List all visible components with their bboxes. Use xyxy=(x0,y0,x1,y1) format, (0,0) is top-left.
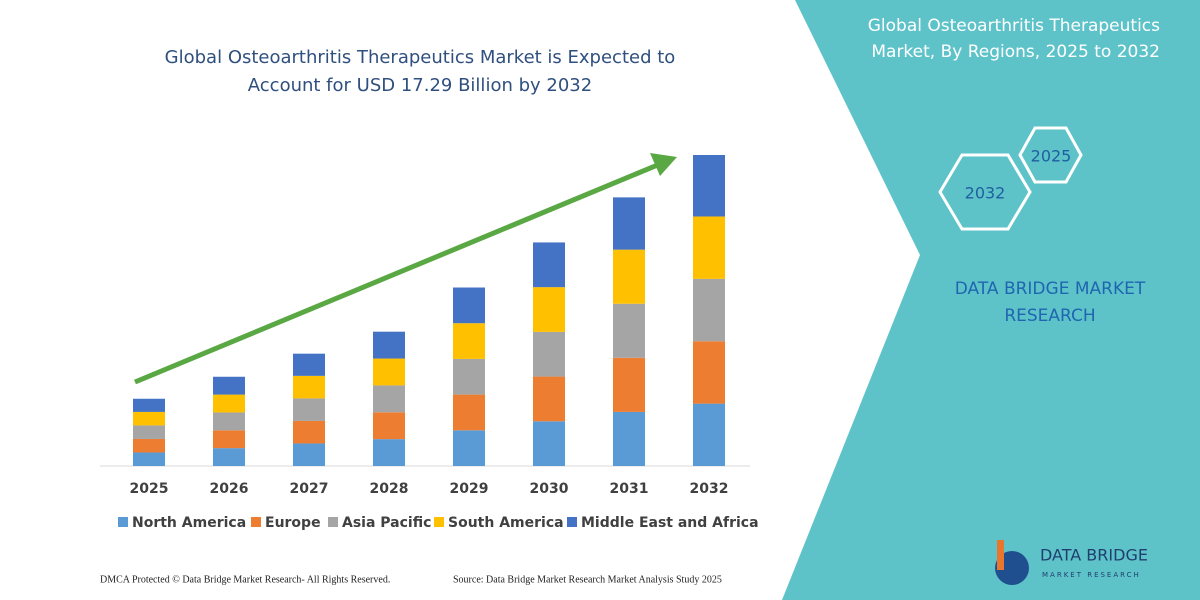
hex-label: 2025 xyxy=(1031,147,1072,166)
bar-segment xyxy=(693,403,725,466)
panel-title: Global Osteoarthritis Therapeutics xyxy=(868,16,1160,36)
bar-segment xyxy=(533,242,565,288)
bar-segment xyxy=(533,287,565,332)
x-tick-label: 2032 xyxy=(690,481,729,497)
bar-segment xyxy=(613,411,645,466)
legend-swatch xyxy=(251,517,261,527)
bar-segment xyxy=(613,197,645,250)
bar-segment xyxy=(453,287,485,324)
bar-segment xyxy=(213,394,245,413)
bar-segment xyxy=(213,376,245,395)
bar-segment xyxy=(373,412,405,440)
hex-label: 2032 xyxy=(965,184,1006,203)
bar-segment xyxy=(293,353,325,376)
x-tick-label: 2028 xyxy=(370,481,409,497)
bar-segment xyxy=(213,412,245,431)
bar-segment xyxy=(533,421,565,466)
legend-swatch xyxy=(567,517,577,527)
brand-text: DATA BRIDGE MARKET xyxy=(955,279,1146,299)
footer-text: Source: Data Bridge Market Research Mark… xyxy=(453,574,722,585)
bar-segment xyxy=(453,394,485,431)
bar-segment xyxy=(533,376,565,422)
trend-arrowhead xyxy=(650,153,677,176)
hexagon xyxy=(938,153,1032,231)
bar-segment xyxy=(373,331,405,359)
legend-label: Middle East and Africa xyxy=(581,515,759,531)
bar-segment xyxy=(373,439,405,466)
bars xyxy=(133,155,725,466)
bar-segment xyxy=(133,452,165,466)
bar-segment xyxy=(213,430,245,449)
bar-segment xyxy=(613,303,645,358)
bar-segment xyxy=(533,331,565,377)
bar-segment xyxy=(453,323,485,359)
chart-title: Account for USD 17.29 Billion by 2032 xyxy=(248,75,592,96)
logo-icon xyxy=(997,540,1004,570)
bar-segment xyxy=(453,430,485,466)
bar-segment xyxy=(213,448,245,466)
x-tick-label: 2026 xyxy=(210,481,249,497)
bar-segment xyxy=(453,358,485,395)
footer-text: DMCA Protected © Data Bridge Market Rese… xyxy=(100,574,390,585)
trend-arrow xyxy=(134,161,661,385)
legend-swatch xyxy=(328,517,338,527)
bar-segment xyxy=(133,398,165,412)
bar-segment xyxy=(373,358,405,386)
bar-segment xyxy=(613,357,645,412)
bar-segment xyxy=(693,341,725,404)
hexagon xyxy=(1018,126,1083,184)
logo-text: DATA BRIDGE xyxy=(1040,546,1148,565)
legend-swatch xyxy=(434,517,444,527)
x-tick-label: 2031 xyxy=(610,481,649,497)
x-tick-label: 2025 xyxy=(130,481,169,497)
bar-segment xyxy=(293,398,325,421)
bar-segment xyxy=(133,425,165,439)
bar-segment xyxy=(133,411,165,426)
legend-label: North America xyxy=(132,515,246,531)
bar-segment xyxy=(293,375,325,399)
legend-label: Asia Pacific xyxy=(342,515,431,531)
bar-segment xyxy=(693,278,725,342)
bar-segment xyxy=(373,385,405,413)
x-tick-label: 2029 xyxy=(450,481,489,497)
bar-segment xyxy=(133,438,165,453)
bar-segment xyxy=(693,155,725,217)
legend-label: South America xyxy=(448,515,564,531)
logo-subtext: MARKET RESEARCH xyxy=(1042,571,1141,579)
legend-swatch xyxy=(118,517,128,527)
x-tick-label: 2027 xyxy=(290,481,329,497)
bar-segment xyxy=(613,249,645,304)
legend-label: Europe xyxy=(265,515,321,531)
bar-segment xyxy=(693,216,725,279)
panel-title: Market, By Regions, 2025 to 2032 xyxy=(871,42,1160,62)
brand-text: RESEARCH xyxy=(1004,306,1095,326)
side-panel xyxy=(782,0,1200,600)
chart-title: Global Osteoarthritis Therapeutics Marke… xyxy=(165,47,676,68)
x-tick-label: 2030 xyxy=(530,481,569,497)
bar-segment xyxy=(293,443,325,466)
bar-segment xyxy=(293,420,325,444)
